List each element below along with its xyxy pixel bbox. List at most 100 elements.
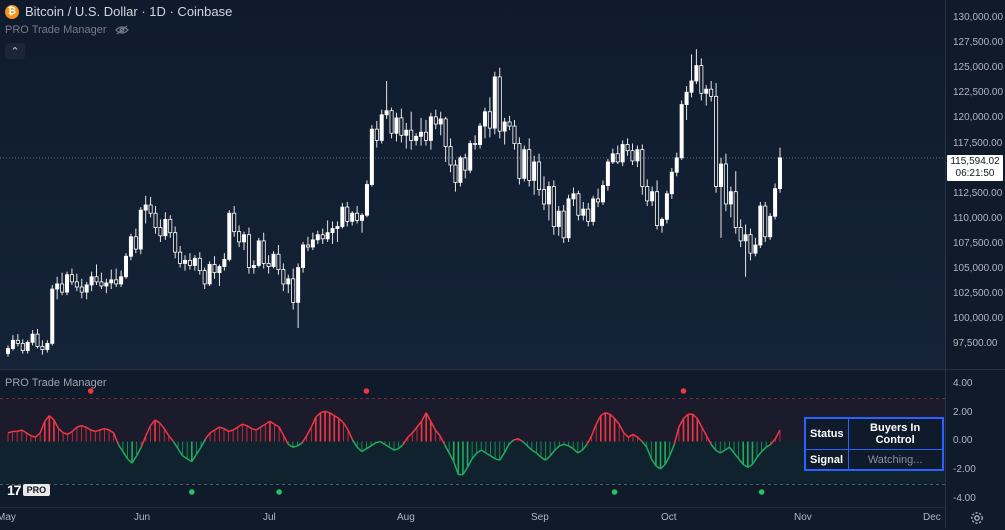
oscillator-line-segment bbox=[411, 426, 418, 434]
candle-body bbox=[15, 339, 20, 344]
candle bbox=[414, 133, 419, 146]
candle-body bbox=[669, 171, 674, 195]
candle-body bbox=[389, 110, 394, 134]
oscillator-line-segment bbox=[664, 455, 671, 465]
candle bbox=[482, 107, 487, 139]
pane-separator[interactable] bbox=[0, 369, 1005, 370]
pro-badge: PRO bbox=[22, 484, 51, 496]
subpane-title[interactable]: PRO Trade Manager bbox=[5, 377, 107, 389]
tradingview-pro-logo[interactable]: 17 PRO bbox=[7, 482, 51, 498]
oscillator-line-segment bbox=[329, 412, 335, 417]
collapse-legend-button[interactable]: ⌃ bbox=[5, 43, 25, 59]
symbol-legend[interactable]: ₿ Bitcoin / U.S. Dollar · 1D · Coinbase bbox=[5, 4, 232, 19]
candle-body bbox=[227, 212, 232, 260]
candle-body bbox=[84, 284, 89, 293]
price-axis-border bbox=[945, 0, 946, 528]
oscillator-chart[interactable] bbox=[0, 370, 945, 507]
candle-body bbox=[6, 348, 11, 355]
oscillator-line-segment bbox=[480, 449, 487, 454]
oscillator-line-segment bbox=[366, 445, 372, 450]
oscillator-line-segment bbox=[462, 466, 469, 475]
gear-icon[interactable] bbox=[970, 511, 984, 525]
candle-body bbox=[659, 218, 664, 226]
candle-body bbox=[325, 232, 330, 240]
oscillator-line-segment bbox=[705, 435, 712, 445]
candle-body bbox=[605, 161, 610, 186]
candle bbox=[35, 329, 40, 349]
oscillator-line-segment bbox=[356, 446, 363, 453]
oscillator-line-segment bbox=[287, 443, 294, 448]
eye-hidden-icon[interactable] bbox=[114, 25, 129, 35]
oscillator-line-segment bbox=[710, 443, 717, 451]
candle bbox=[487, 97, 492, 138]
oscillator-line-segment bbox=[701, 426, 708, 437]
oscillator-line-segment bbox=[35, 432, 41, 438]
oscillator-line-segment bbox=[577, 449, 583, 454]
oscillator-line-segment bbox=[765, 443, 772, 448]
candle bbox=[197, 252, 202, 275]
oscillator-line-segment bbox=[407, 432, 413, 438]
candle bbox=[315, 230, 320, 244]
buy-signal-dot bbox=[276, 489, 282, 495]
candle-body bbox=[630, 150, 635, 162]
oscillator-line-segment bbox=[228, 429, 234, 433]
candle bbox=[659, 217, 664, 233]
oscillator-line-segment bbox=[545, 455, 551, 461]
candle bbox=[217, 264, 222, 286]
candle-body bbox=[448, 146, 453, 166]
candle-body bbox=[25, 341, 30, 351]
candle bbox=[743, 224, 748, 277]
candle-body bbox=[242, 234, 247, 243]
oscillator-line-segment bbox=[517, 437, 524, 443]
candle-body bbox=[674, 157, 679, 173]
oscillator-line-segment bbox=[361, 448, 367, 453]
candle bbox=[158, 219, 163, 242]
oscillator-line-segment bbox=[531, 449, 537, 454]
candle-body bbox=[330, 228, 335, 234]
candle-body bbox=[551, 186, 556, 227]
candle-body bbox=[482, 111, 487, 127]
candle bbox=[207, 261, 212, 286]
candle bbox=[266, 255, 271, 274]
candle-body bbox=[443, 118, 448, 147]
oscillator-line-segment bbox=[205, 432, 211, 440]
candle bbox=[227, 210, 232, 262]
candle-body bbox=[404, 129, 409, 136]
price-chart[interactable] bbox=[0, 0, 945, 369]
candle bbox=[237, 225, 242, 248]
oscillator-line-segment bbox=[30, 435, 36, 438]
oscillator-line-segment bbox=[269, 420, 275, 425]
candle-body bbox=[99, 281, 104, 287]
candle-body bbox=[60, 283, 65, 293]
indicator-name[interactable]: PRO Trade Manager bbox=[5, 24, 107, 36]
oscillator-line-segment bbox=[154, 419, 161, 424]
candle-body bbox=[723, 163, 728, 205]
oscillator-line-segment bbox=[443, 444, 450, 454]
candle bbox=[517, 137, 522, 185]
oscillator-line-segment bbox=[237, 423, 243, 428]
time-tick-label: Nov bbox=[794, 512, 812, 523]
candle-body bbox=[704, 88, 709, 94]
candle bbox=[384, 80, 389, 119]
oscillator-line-segment bbox=[641, 441, 648, 448]
oscillator-line-segment bbox=[586, 435, 593, 445]
candle bbox=[694, 49, 699, 85]
oscillator-line-segment bbox=[559, 443, 565, 447]
candle-body bbox=[271, 253, 276, 267]
oscillator-line-segment bbox=[338, 417, 344, 424]
oscillator-line-segment bbox=[398, 443, 404, 450]
indicator-legend[interactable]: PRO Trade Manager bbox=[5, 24, 129, 36]
candle bbox=[69, 268, 74, 285]
oscillator-tick-label: -2.00 bbox=[953, 464, 976, 476]
oscillator-line-segment bbox=[58, 428, 64, 434]
candle bbox=[335, 221, 340, 242]
symbol-title[interactable]: Bitcoin / U.S. Dollar · 1D · Coinbase bbox=[25, 4, 233, 19]
oscillator-line-segment bbox=[136, 446, 142, 457]
oscillator-line-segment bbox=[283, 435, 289, 445]
candle-body bbox=[512, 125, 517, 144]
candle bbox=[60, 272, 65, 296]
price-tick-label: 125,000.00 bbox=[953, 62, 1004, 74]
oscillator-line-segment bbox=[214, 426, 220, 431]
candle-body bbox=[394, 117, 399, 134]
candle bbox=[709, 80, 714, 102]
